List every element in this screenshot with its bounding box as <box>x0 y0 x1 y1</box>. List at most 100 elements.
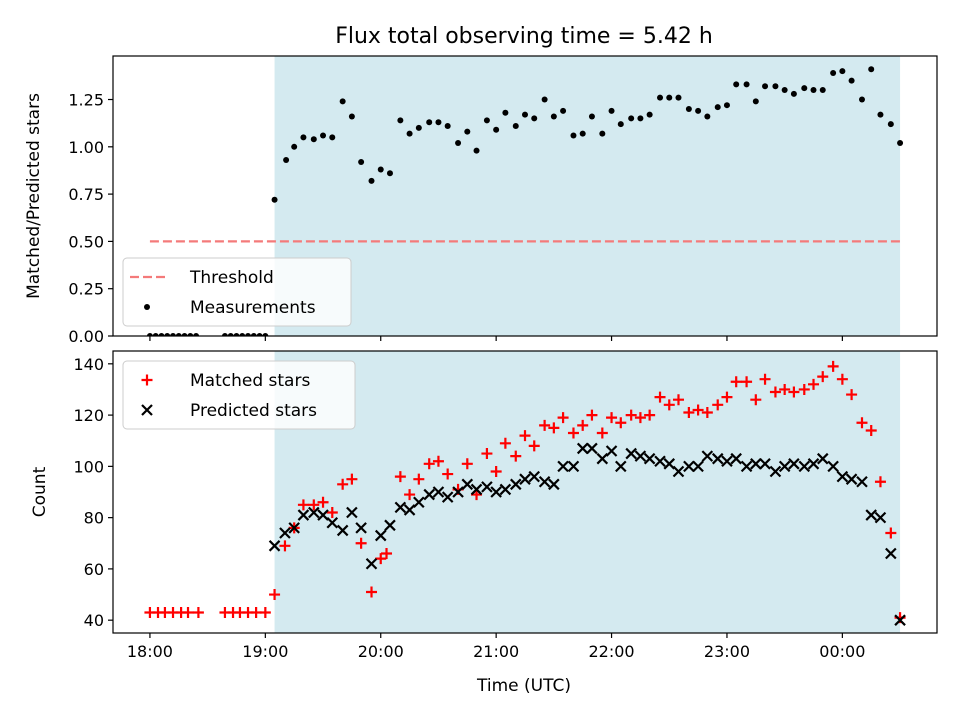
matched-stars-point <box>297 499 309 511</box>
legend-box <box>122 360 356 430</box>
measurement-point <box>310 136 317 143</box>
predicted-stars-point <box>721 455 733 468</box>
predicted-stars-point <box>643 452 656 465</box>
predicted-stars-point <box>538 475 551 488</box>
predicted-stars-point <box>615 460 627 473</box>
matched-stars-point <box>750 394 762 406</box>
matched-stars-point <box>721 391 733 403</box>
measurement-point <box>657 94 664 101</box>
matched-stars-point <box>567 427 579 439</box>
predicted-stars-point <box>730 452 742 465</box>
measurement-point <box>464 128 471 135</box>
measurement-point <box>675 94 682 101</box>
measurement-point <box>146 333 153 336</box>
matched-stars-point <box>874 476 886 488</box>
measurement-point <box>426 119 433 126</box>
predicted-stars-point <box>672 465 685 478</box>
measurement-point <box>772 83 779 90</box>
matched-stars-point <box>279 540 291 552</box>
matched-stars-point <box>413 473 425 485</box>
matched-stars-point <box>779 383 791 395</box>
y-tick-label: 1.00 <box>68 138 104 157</box>
panel-counts: 18:00 19:00 20:00 21:00 22:00 23:00 00:00 40 60 8… <box>30 350 938 661</box>
y-axis-label: Matched/Predicted stars <box>24 93 44 299</box>
predicted-stars-point <box>528 470 541 483</box>
matched-stars-point <box>557 412 569 424</box>
predicted-stars-point <box>279 527 291 539</box>
legend-predicted-swatch <box>141 404 153 416</box>
measurement-point <box>762 83 769 90</box>
measurement-point <box>848 77 855 84</box>
x-tick-label: 22:00 <box>588 642 634 661</box>
matched-stars-point <box>712 399 724 411</box>
y-tick-label: 80 <box>84 509 104 528</box>
measurement-point <box>512 123 519 129</box>
predicted-stars-point <box>423 488 435 501</box>
matched-stars-point <box>259 606 271 618</box>
measurement-point <box>588 113 595 120</box>
predicted-stars-point <box>798 460 811 473</box>
matched-stars-point <box>692 404 704 416</box>
matched-stars-point <box>499 437 511 449</box>
predicted-stars-point <box>441 491 454 503</box>
matched-stars-point <box>381 548 393 560</box>
predicted-stars-point <box>268 540 281 552</box>
measurement-point <box>810 87 817 94</box>
legend-label: Threshold <box>189 268 274 288</box>
measurement-point <box>858 96 865 103</box>
measurement-point <box>695 107 702 114</box>
matched-stars-point <box>644 409 656 421</box>
predicted-stars-point <box>856 475 868 488</box>
predicted-stars-point <box>634 450 647 462</box>
x-tick-label: 23:00 <box>704 642 750 661</box>
matched-stars-point <box>548 422 560 434</box>
measurement-point <box>570 132 577 139</box>
measurement-point <box>483 117 490 124</box>
matched-stars-point <box>741 376 753 388</box>
matched-stars-point <box>481 448 493 460</box>
predicted-stars-point <box>374 529 387 542</box>
predicted-stars-point <box>308 506 320 519</box>
predicted-stars-point <box>297 509 310 521</box>
observing-window-band <box>274 351 901 633</box>
predicted-stars-point <box>816 452 829 465</box>
measurement-point <box>283 157 290 164</box>
axes-frame <box>112 55 938 337</box>
predicted-stars-point <box>557 460 569 473</box>
measurement-point <box>245 333 252 336</box>
x-tick-label: 20:00 <box>358 642 404 661</box>
measurement-point <box>790 90 797 97</box>
predicted-stars-point <box>788 458 800 470</box>
legend-label: Matched stars <box>190 371 310 391</box>
measurement-point <box>733 81 740 88</box>
predicted-stars-point <box>874 511 887 524</box>
y-tick-label: 100 <box>73 457 104 476</box>
y-tick-label: 0.50 <box>68 232 104 251</box>
matched-stars-point <box>490 465 502 477</box>
y-tick-label: 40 <box>84 611 104 630</box>
measurement-point <box>187 333 194 336</box>
predicted-stars-point <box>432 486 445 498</box>
measurement-point <box>493 126 500 133</box>
matched-stars-point <box>510 450 522 462</box>
matched-stars-point <box>663 399 675 411</box>
measurement-point <box>368 177 375 184</box>
measurement-point <box>152 333 159 336</box>
matched-stars-point <box>308 499 320 511</box>
predicted-stars-point <box>317 509 329 521</box>
measurement-point <box>250 333 257 336</box>
chart-title: Flux total observing time = 5.42 h <box>335 24 713 49</box>
measurement-point <box>386 170 393 177</box>
predicted-stars-point <box>759 458 771 470</box>
matched-stars-point <box>701 407 713 419</box>
predicted-stars-point <box>894 614 906 626</box>
predicted-stars-point <box>605 445 618 457</box>
measurement-point <box>227 333 234 336</box>
predicted-stars-point <box>499 483 512 496</box>
predicted-stars-point <box>711 452 724 465</box>
measurement-point <box>348 113 355 120</box>
predicted-stars-point <box>413 496 425 509</box>
measurement-point <box>752 98 759 105</box>
predicted-stars-point <box>576 442 589 455</box>
